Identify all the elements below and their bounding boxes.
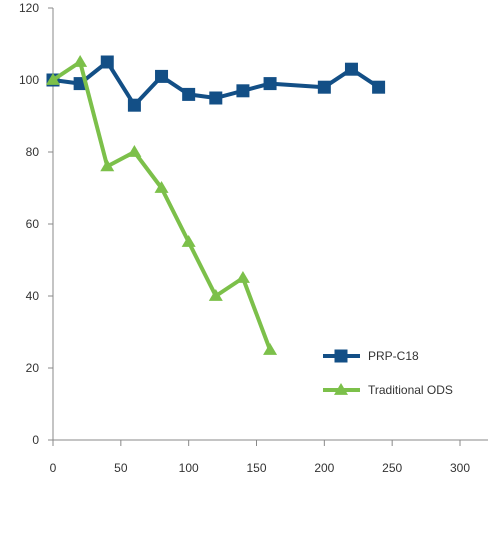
data-point-triangle — [208, 289, 223, 301]
y-tick-label: 40 — [26, 289, 40, 303]
legend: PRP-C18 Traditional ODS — [323, 349, 453, 397]
data-point-square — [182, 87, 196, 101]
legend-swatch-triangle — [334, 383, 348, 395]
y-tick-label: 0 — [32, 433, 39, 447]
axes — [52, 8, 488, 441]
x-tick-label: 0 — [50, 461, 57, 475]
x-tick-label: 200 — [314, 461, 334, 475]
data-point-square — [127, 98, 141, 112]
series-1 — [46, 55, 386, 112]
y-tick-label: 20 — [26, 361, 40, 375]
data-point-triangle — [73, 55, 88, 67]
x-ticks: 0 50 100 150 200 250 300 — [50, 440, 470, 475]
data-point-triangle — [263, 343, 278, 355]
data-point-triangle — [181, 235, 196, 247]
y-tick-label: 100 — [19, 73, 39, 87]
x-tick-label: 300 — [450, 461, 470, 475]
data-point-triangle — [100, 159, 115, 172]
data-point-square — [263, 77, 277, 91]
data-point-square — [344, 62, 358, 76]
y-ticks: 0 20 40 60 80 100 120 — [19, 1, 53, 447]
x-tick-label: 100 — [179, 461, 199, 475]
series-layer — [46, 55, 386, 355]
data-point-triangle — [154, 181, 169, 193]
legend-label: Traditional ODS — [368, 383, 453, 397]
legend-swatch-square — [334, 349, 348, 363]
series-2 — [46, 55, 278, 355]
x-tick-label: 150 — [246, 461, 266, 475]
data-point-square — [100, 55, 114, 69]
data-point-square — [372, 80, 386, 94]
data-point-triangle — [235, 271, 250, 283]
x-tick-label: 250 — [382, 461, 402, 475]
data-point-square — [317, 80, 331, 94]
y-tick-label: 120 — [19, 1, 39, 15]
data-point-square — [209, 91, 223, 105]
x-tick-label: 50 — [114, 461, 128, 475]
data-point-square — [236, 84, 250, 98]
y-tick-label: 60 — [26, 217, 40, 231]
data-point-square — [155, 69, 169, 83]
y-tick-label: 80 — [26, 145, 40, 159]
legend-label: PRP-C18 — [368, 349, 419, 363]
data-point-triangle — [46, 73, 60, 85]
legend-item: PRP-C18 — [323, 349, 419, 363]
series-line — [51, 60, 272, 351]
data-point-triangle — [127, 145, 142, 157]
legend-item: Traditional ODS — [323, 383, 453, 397]
